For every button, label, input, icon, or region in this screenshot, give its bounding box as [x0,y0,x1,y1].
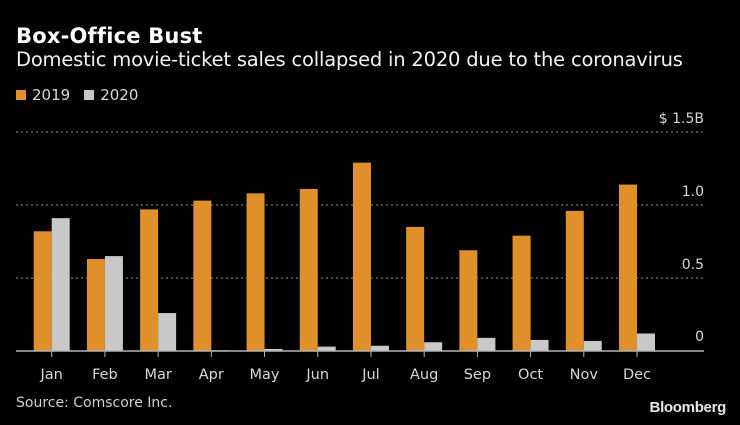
x-axis [16,350,704,357]
bar-2019-may [246,193,265,351]
x-tick-label-jul: Jul [361,367,380,383]
y-tick-label: 0 [695,329,704,345]
x-tick-label-oct: Oct [518,367,543,383]
bar-2019-jul [352,162,371,351]
y-tick-label: 0.5 [682,257,704,273]
bar-2020-sep [477,337,496,351]
bar-2019-jun [299,188,318,351]
bar-2020-may [264,348,283,351]
legend: 2019 2020 [16,86,152,104]
chart-title: Box-Office Bust [16,24,203,48]
x-tick-label-jun: Jun [305,367,329,383]
bars [33,162,655,352]
x-tick-label-sep: Sep [464,367,491,383]
bar-2019-feb [86,259,105,351]
x-tick-label-aug: Aug [410,367,438,383]
legend-swatch-2020 [84,90,95,100]
bar-2019-oct [512,235,531,351]
bar-2020-aug [424,342,443,351]
x-tick-label-jan: Jan [40,367,63,383]
bar-2020-oct [530,339,549,351]
bar-2019-apr [193,200,212,351]
chart-subtitle: Domestic movie-ticket sales collapsed in… [16,48,683,71]
bar-2020-dec [637,333,655,351]
bar-2020-jun [317,346,336,351]
bar-2019-mar [140,209,159,351]
legend-item-2020: 2020 [84,86,138,104]
bar-2020-nov [583,340,602,351]
y-axis-labels: 0 0.5 1.0 $ 1.5B [659,111,704,345]
legend-item-2019: 2019 [16,86,70,104]
y-tick-label: 1.0 [682,184,704,200]
x-tick-label-nov: Nov [570,367,599,383]
bar-2019-jan [33,231,52,351]
bar-2019-dec [619,184,637,351]
bar-2020-mar [158,313,177,351]
bar-2019-aug [406,226,425,351]
y-tick-label: $ 1.5B [659,111,704,127]
bar-2020-jul [370,345,389,351]
x-tick-label-mar: Mar [144,367,171,383]
legend-label-2020: 2020 [100,86,139,104]
bar-2019-sep [459,250,478,351]
legend-label-2019: 2019 [32,86,71,104]
x-axis-labels: Jan Feb Mar Apr May Jun Jul Aug Sep Oct Nov Dec [40,367,652,383]
bloomberg-logo: Bloomberg [649,399,727,416]
legend-swatch-2019 [16,90,26,100]
x-tick-label-dec: Dec [623,367,651,383]
bar-2020-feb [104,256,123,351]
bar-2019-nov [565,210,584,351]
x-tick-label-apr: Apr [199,367,224,383]
source-note: Source: Comscore Inc. [16,395,173,411]
x-tick-label-feb: Feb [92,367,118,383]
bar-2020-jan [51,218,70,351]
x-tick-label-may: May [250,367,280,383]
